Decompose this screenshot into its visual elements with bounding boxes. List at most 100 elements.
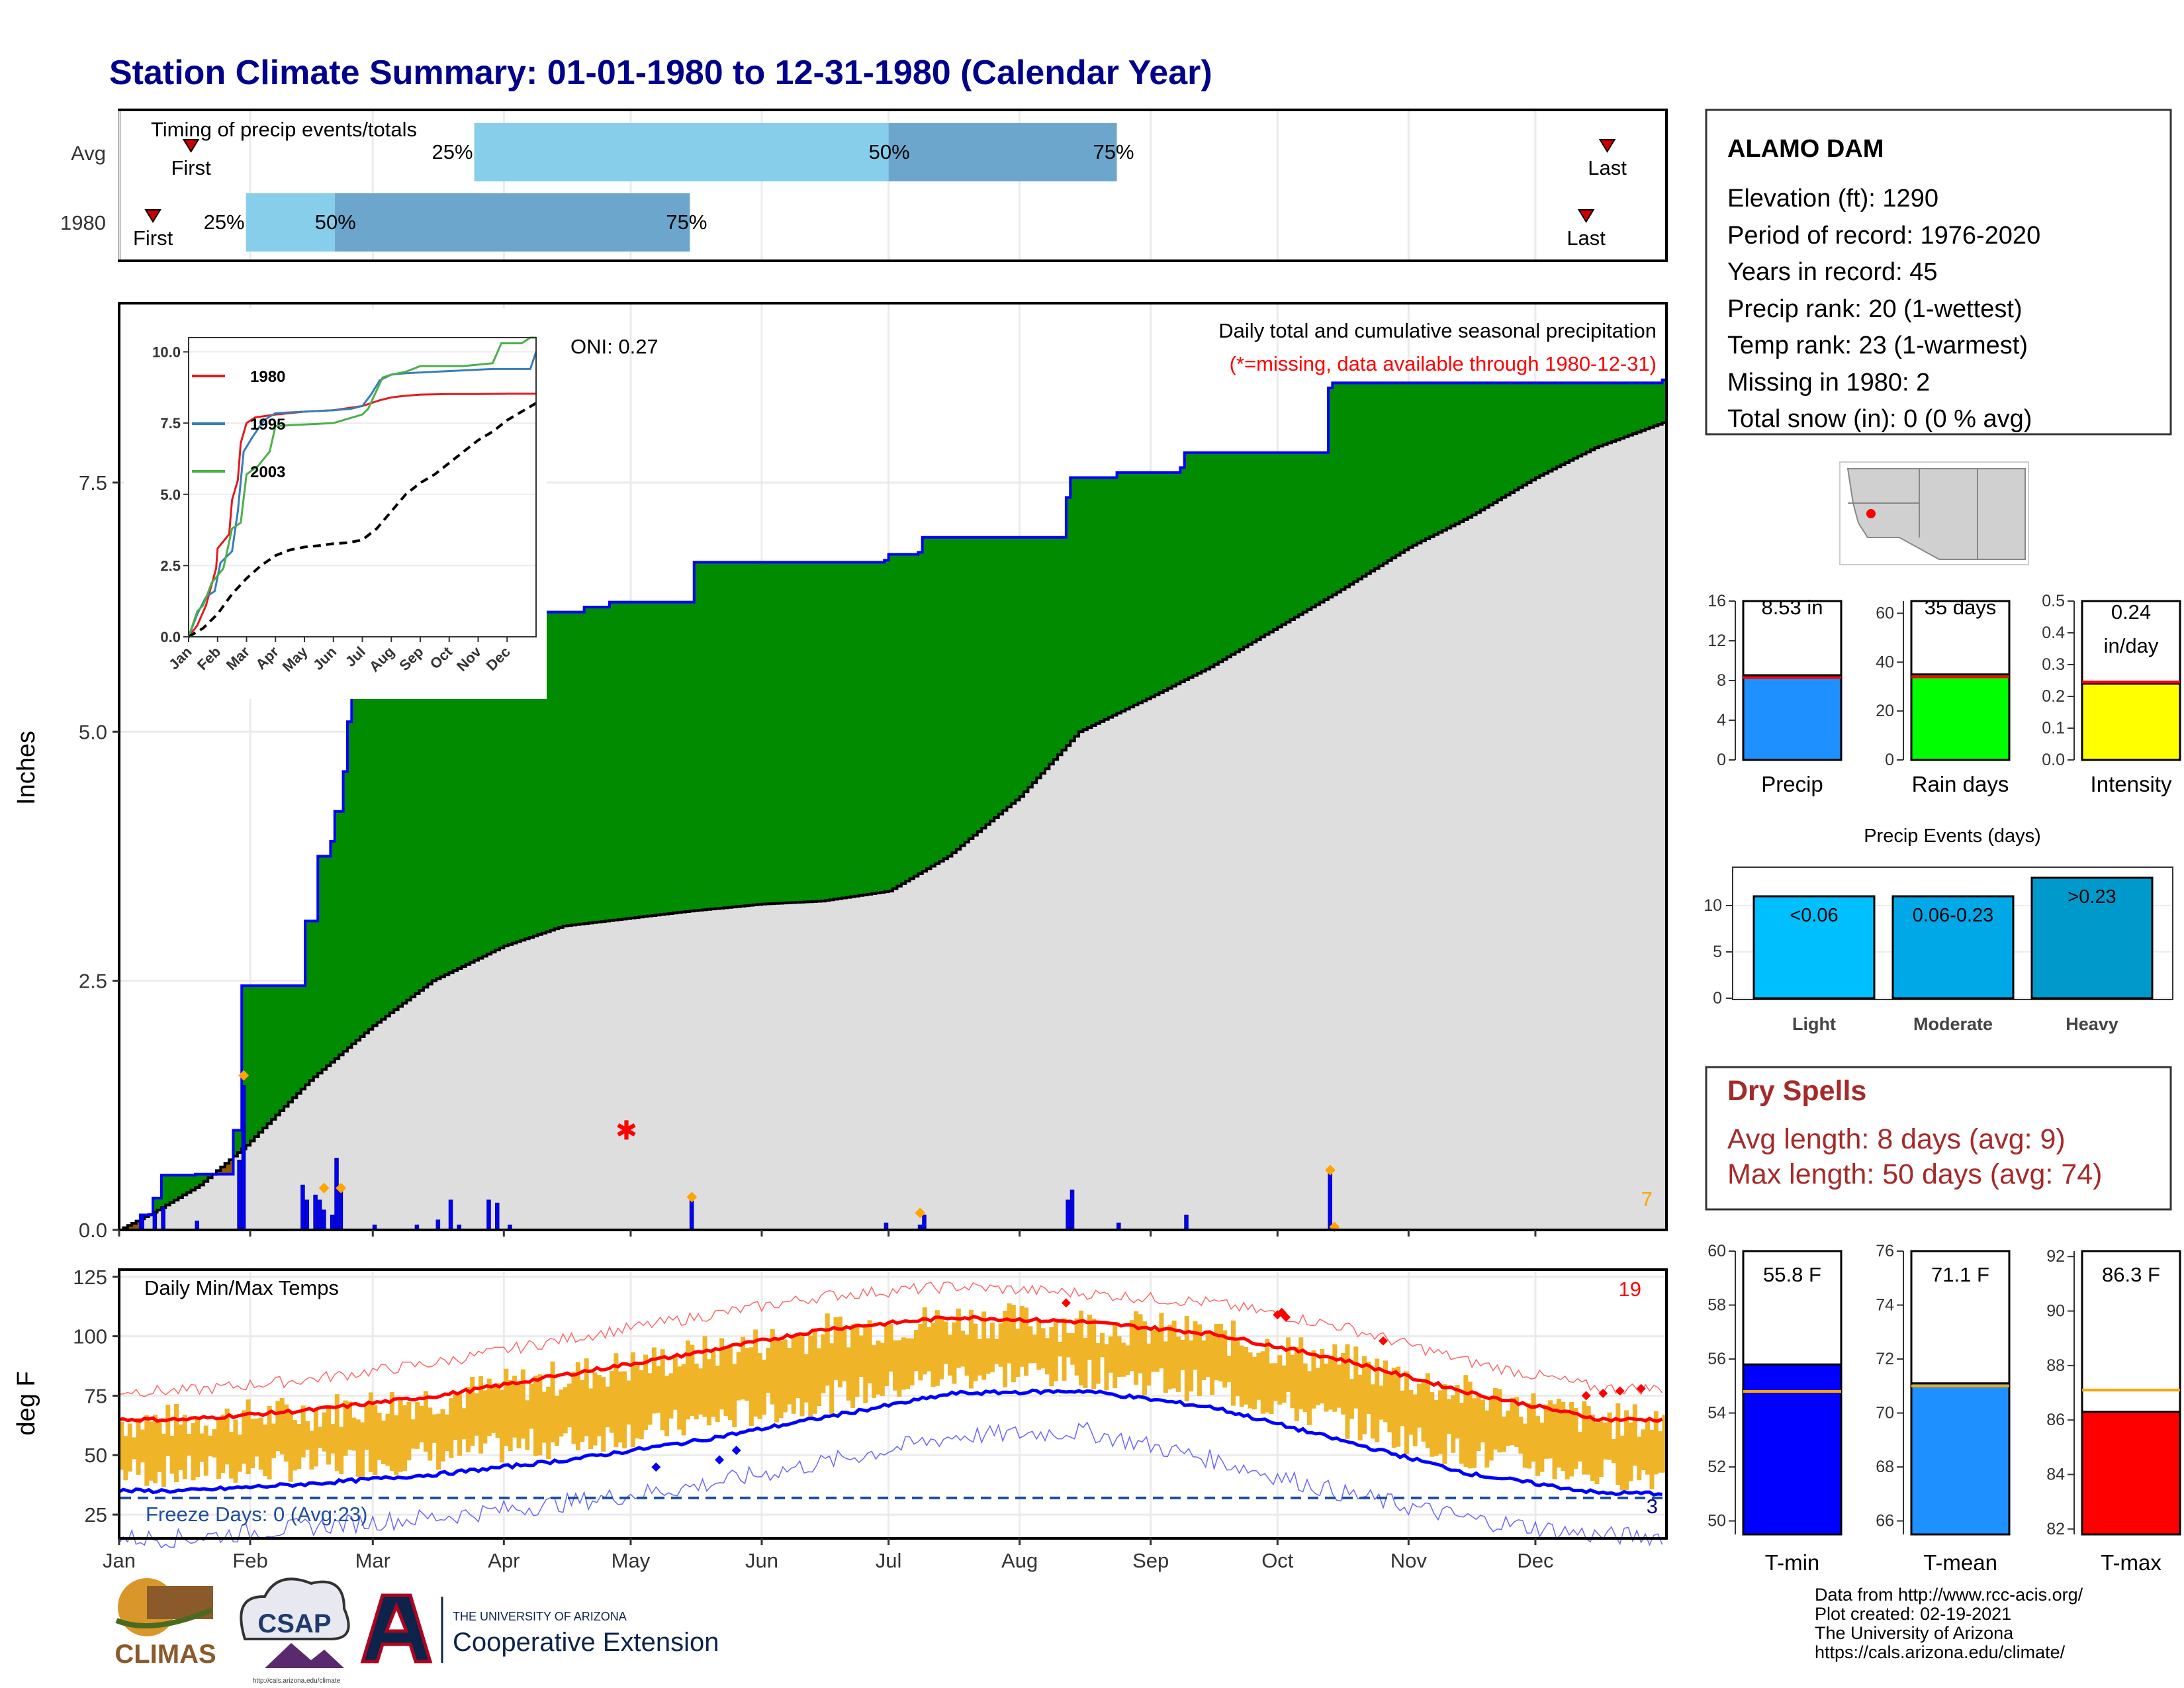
daily-temp-bar xyxy=(1294,1346,1299,1421)
daily-temp-bar xyxy=(968,1309,974,1389)
daily-temp-bar xyxy=(1120,1342,1126,1377)
daily-temp-bar xyxy=(575,1362,580,1450)
precip-corner-count: 7 xyxy=(1641,1188,1653,1211)
daily-temp-bar xyxy=(1125,1345,1130,1376)
daily-temp-bar xyxy=(981,1311,987,1380)
daily-temp-bar xyxy=(948,1335,953,1376)
timing-last-marker xyxy=(1577,209,1595,223)
station-missing: Missing in 1980: 2 xyxy=(1727,369,1930,397)
daily-precip-bar xyxy=(1184,1214,1189,1231)
daily-temp-bar xyxy=(863,1323,868,1403)
timing-first-marker xyxy=(144,209,161,223)
daily-temp-bar xyxy=(610,1370,614,1433)
csap-logo: CSAP http://cals.arizona.edu/climate xyxy=(240,1577,350,1685)
daily-temp-bar xyxy=(1561,1401,1566,1472)
inset-series-avg xyxy=(187,402,537,638)
precip-events-chart: Precip Events (days) 0 5 10 <0.06 Light 0.06-… xyxy=(1704,825,2173,1034)
daily-temp-bar xyxy=(1548,1400,1553,1459)
daily-temp-bar xyxy=(1573,1408,1578,1470)
daily-temp-bar xyxy=(288,1411,293,1482)
daily-temp-bar xyxy=(934,1310,940,1386)
daily-temp-bar xyxy=(389,1391,394,1472)
daily-temp-bar xyxy=(905,1338,911,1389)
daily-temp-bar xyxy=(504,1368,509,1446)
inset-y-tick-label: 5.0 xyxy=(160,487,181,503)
station-snow: Total snow (in): 0 (0 % avg) xyxy=(1727,405,2032,433)
daily-temp-bar xyxy=(187,1433,192,1456)
average-min-line xyxy=(118,1388,1662,1497)
temp-y-tick-label: 25 xyxy=(85,1503,107,1526)
daily-temp-bar xyxy=(858,1335,864,1378)
temp-count-top: 19 xyxy=(1619,1278,1641,1301)
daily-temp-bar xyxy=(770,1329,775,1405)
daily-temp-bar xyxy=(246,1399,251,1474)
cumulative-average-area xyxy=(119,422,1666,1230)
daily-temp-bar xyxy=(833,1317,839,1380)
temp-summary-name: T-max xyxy=(2101,1550,2161,1575)
daily-precip-event-marker xyxy=(915,1207,926,1219)
temp-summary-label: 55.8 F xyxy=(1763,1263,1821,1286)
events-y-tick-label: 0 xyxy=(1713,989,1722,1008)
summary-y-tick-label: 0.3 xyxy=(2042,655,2065,674)
daily-temp-bar xyxy=(774,1338,780,1423)
month-x-tick-label: Jan xyxy=(103,1549,136,1572)
daily-precip-bar xyxy=(689,1199,694,1231)
daily-temp-bar xyxy=(1391,1368,1396,1448)
daily-temp-bar xyxy=(1015,1329,1021,1378)
daily-temp-bar xyxy=(694,1364,699,1420)
temp-summary-y-tick-label: 54 xyxy=(1707,1404,1726,1423)
daily-temp-bar xyxy=(1366,1362,1371,1414)
daily-temp-bar xyxy=(1171,1320,1177,1389)
timing-label-q75: 75% xyxy=(1093,140,1134,164)
daily-temp-bar xyxy=(1260,1351,1265,1414)
oni-label: ONI: 0.27 xyxy=(570,335,659,358)
daily-temp-bar xyxy=(1425,1373,1430,1448)
daily-temp-bar xyxy=(144,1415,150,1486)
daily-temp-bar xyxy=(347,1401,352,1450)
daily-temp-bar xyxy=(656,1366,661,1413)
daily-temp-bar xyxy=(313,1408,318,1467)
daily-temp-bar xyxy=(922,1307,927,1375)
timing-label-q25: 25% xyxy=(204,211,245,234)
temp-summary-y-tick-label: 82 xyxy=(2046,1520,2065,1538)
daily-temp-bar xyxy=(1214,1324,1219,1381)
daily-temp-bar xyxy=(1522,1423,1527,1468)
temp-summary-bar-value xyxy=(2081,1411,2181,1536)
timing-bars: 25% 50% 75% First Last 25% 50% 75% First Last xyxy=(133,123,1627,252)
daily-temp-bar xyxy=(1421,1380,1426,1442)
daily-temp-bar xyxy=(998,1323,1003,1367)
daily-temp-bar xyxy=(1113,1322,1118,1389)
daily-temp-bar xyxy=(296,1423,302,1470)
daily-precip-bar xyxy=(1069,1190,1075,1231)
daily-temp-bar xyxy=(377,1413,382,1460)
daily-temp-bar xyxy=(1455,1385,1460,1438)
daily-temp-bar xyxy=(1163,1341,1168,1393)
summary-y-tick-label: 12 xyxy=(1707,632,1726,650)
temp-summary-name: T-mean xyxy=(1923,1550,1997,1575)
daily-temp-bar xyxy=(1087,1315,1092,1360)
summary-y-tick-label: 0.1 xyxy=(2042,719,2065,737)
timing-panel: 25% 50% 75% First Last 25% 50% 75% First Last Tim… xyxy=(60,109,1668,262)
daily-temp-bar xyxy=(1066,1333,1071,1358)
daily-temp-bar xyxy=(334,1394,340,1471)
daily-temp-bar xyxy=(1349,1379,1354,1419)
summary-y-tick-label: 0.0 xyxy=(2042,751,2065,769)
daily-temp-bar xyxy=(803,1354,809,1403)
temp-summary-bar-value xyxy=(1742,1363,1843,1536)
temp-y-tick-label: 75 xyxy=(85,1384,107,1407)
daily-temp-bar xyxy=(368,1392,373,1472)
daily-temp-bar xyxy=(736,1352,741,1401)
daily-temp-bar xyxy=(1417,1383,1422,1428)
daily-temp-bar xyxy=(486,1378,492,1436)
daily-temp-bar xyxy=(1645,1419,1651,1475)
daily-temp-bar xyxy=(279,1397,285,1455)
daily-temp-bar xyxy=(901,1337,906,1390)
summary-bar-label-unit: in/day xyxy=(2104,634,2159,657)
daily-temp-bar xyxy=(690,1344,695,1416)
precip-y-tick-label: 2.5 xyxy=(79,970,107,993)
daily-temp-bar xyxy=(1628,1422,1633,1481)
temp-y-axis: 25 50 75 100 125 xyxy=(73,1266,119,1526)
temp-summary-y-tick-label: 84 xyxy=(2046,1465,2065,1483)
summary-bar-panels: 0 4 8 12 16 8.53 in Precip 0 20 40 60 35 days Rain d… xyxy=(1707,592,2181,796)
